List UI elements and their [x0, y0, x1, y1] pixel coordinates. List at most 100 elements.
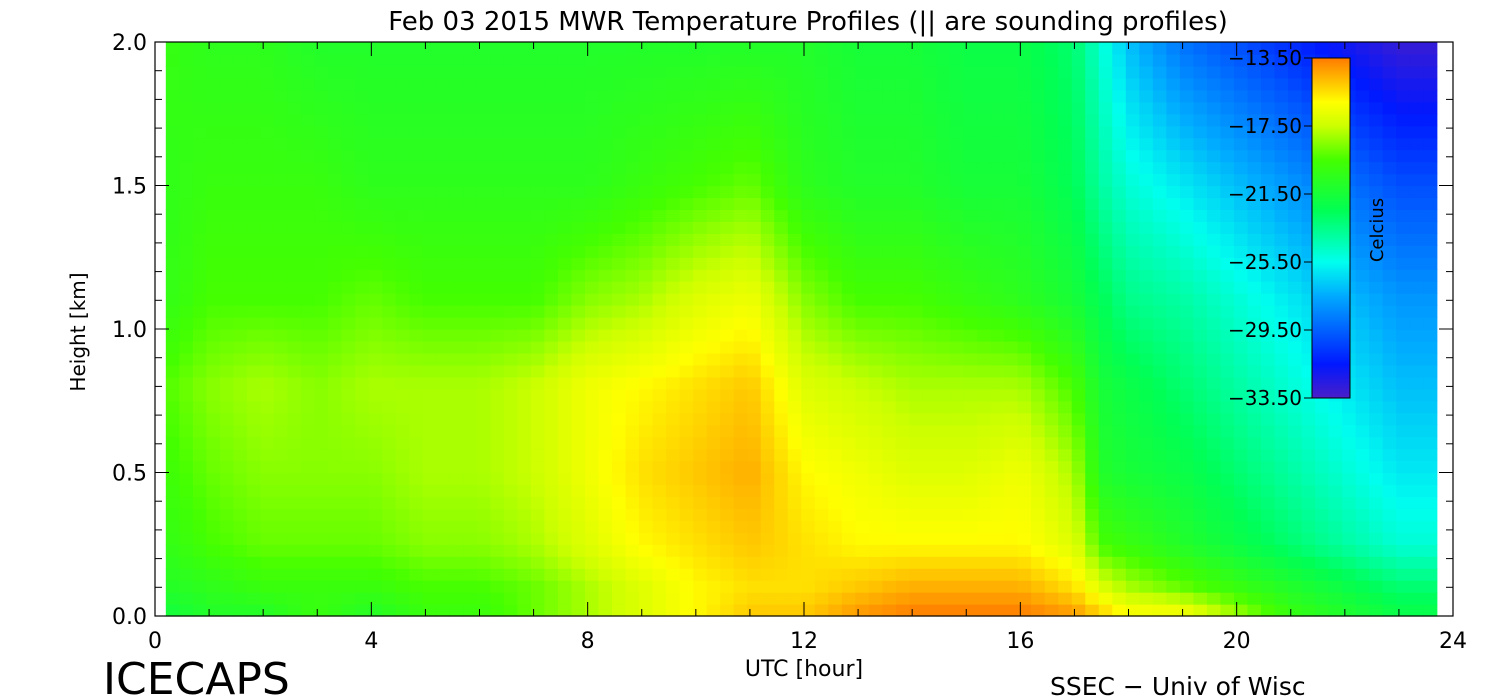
heatmap-cell	[922, 42, 938, 55]
heatmap-cell	[530, 448, 545, 462]
heatmap-cell	[1301, 496, 1316, 509]
heatmap-cell	[1085, 53, 1100, 67]
heatmap-cell	[868, 317, 884, 330]
heatmap-cell	[165, 65, 180, 79]
chart-title: Feb 03 2015 MWR Temperature Profiles (||…	[388, 7, 1228, 37]
heatmap-cell	[1166, 221, 1181, 234]
heatmap-cell	[341, 436, 356, 450]
heatmap-cell	[192, 352, 207, 366]
heatmap-cell	[720, 65, 735, 79]
heatmap-cell	[895, 496, 911, 509]
heatmap-cell	[341, 233, 356, 246]
heatmap-cell	[503, 317, 518, 330]
heatmap-cell	[476, 364, 491, 378]
heatmap-cell	[1369, 604, 1384, 617]
heatmap-cell	[409, 568, 424, 581]
heatmap-cell	[503, 101, 518, 115]
heatmap-cell	[909, 113, 924, 127]
heatmap-cell	[368, 101, 383, 115]
heatmap-cell	[1071, 77, 1086, 91]
heatmap-cell	[814, 580, 829, 593]
heatmap-cell	[1017, 532, 1032, 545]
heatmap-cell	[1152, 604, 1167, 617]
heatmap-cell	[747, 329, 762, 342]
heatmap-cell	[963, 173, 978, 187]
heatmap-cell	[652, 257, 667, 270]
heatmap-cell	[233, 125, 248, 139]
heatmap-cell	[693, 460, 708, 474]
heatmap-cell	[449, 173, 464, 187]
heatmap-cell	[855, 233, 870, 246]
heatmap-cell	[774, 185, 789, 199]
heatmap-cell	[328, 340, 343, 354]
heatmap-cell	[1017, 89, 1032, 103]
heatmap-cell	[476, 532, 491, 545]
heatmap-cell	[1044, 508, 1059, 521]
heatmap-cell	[841, 65, 856, 79]
heatmap-cell	[557, 329, 573, 342]
heatmap-cell	[1423, 484, 1438, 498]
heatmap-cell	[409, 149, 424, 163]
heatmap-cell	[395, 436, 410, 450]
heatmap-cell	[1206, 221, 1222, 234]
heatmap-cell	[868, 185, 884, 199]
heatmap-cell	[760, 137, 775, 151]
heatmap-cell	[368, 412, 383, 426]
heatmap-cell	[1382, 436, 1397, 450]
heatmap-cell	[584, 352, 600, 366]
heatmap-cell	[382, 580, 397, 593]
heatmap-cell	[273, 89, 289, 103]
heatmap-cell	[179, 77, 194, 91]
heatmap-cell	[639, 448, 654, 462]
heatmap-cell	[1017, 281, 1032, 294]
heatmap-cell	[557, 412, 573, 426]
heatmap-cell	[1342, 580, 1357, 593]
heatmap-cell	[963, 472, 978, 486]
heatmap-cell	[652, 305, 667, 318]
heatmap-cell	[192, 580, 207, 593]
heatmap-cell	[449, 604, 464, 617]
heatmap-cell	[1274, 293, 1289, 306]
heatmap-cell	[490, 556, 505, 569]
heatmap-cell	[733, 448, 748, 462]
heatmap-cell	[693, 173, 708, 187]
heatmap-cell	[571, 329, 586, 342]
heatmap-cell	[1355, 113, 1370, 127]
heatmap-cell	[828, 556, 843, 569]
heatmap-cell	[219, 340, 235, 354]
heatmap-cell	[1112, 245, 1127, 258]
heatmap-cell	[1044, 400, 1059, 414]
heatmap-cell	[503, 424, 518, 438]
heatmap-cell	[1193, 496, 1208, 509]
heatmap-cell	[895, 317, 911, 330]
heatmap-cell	[368, 472, 383, 486]
heatmap-cell	[1220, 221, 1235, 234]
heatmap-cell	[841, 448, 856, 462]
heatmap-cell	[977, 508, 992, 521]
heatmap-cell	[355, 317, 370, 330]
heatmap-cell	[436, 42, 451, 55]
heatmap-cell	[422, 400, 437, 414]
heatmap-cell	[1396, 340, 1411, 354]
heatmap-cell	[1220, 209, 1235, 222]
heatmap-cell	[1274, 137, 1289, 151]
heatmap-cell	[1112, 460, 1127, 474]
heatmap-cell	[476, 568, 491, 581]
heatmap-cell	[693, 376, 708, 390]
heatmap-cell	[909, 77, 924, 91]
heatmap-cell	[868, 233, 884, 246]
heatmap-cell	[1058, 233, 1073, 246]
heatmap-cell	[341, 173, 356, 187]
heatmap-cell	[557, 460, 573, 474]
heatmap-cell	[679, 65, 694, 79]
heatmap-cell	[1355, 101, 1370, 115]
heatmap-cell	[1355, 281, 1370, 294]
heatmap-cell	[165, 352, 180, 366]
heatmap-cell	[706, 544, 721, 557]
heatmap-cell	[1220, 257, 1235, 270]
heatmap-cell	[301, 508, 316, 521]
heatmap-cell	[341, 604, 356, 617]
heatmap-cell	[868, 113, 884, 127]
heatmap-cell	[882, 436, 897, 450]
heatmap-cell	[855, 113, 870, 127]
